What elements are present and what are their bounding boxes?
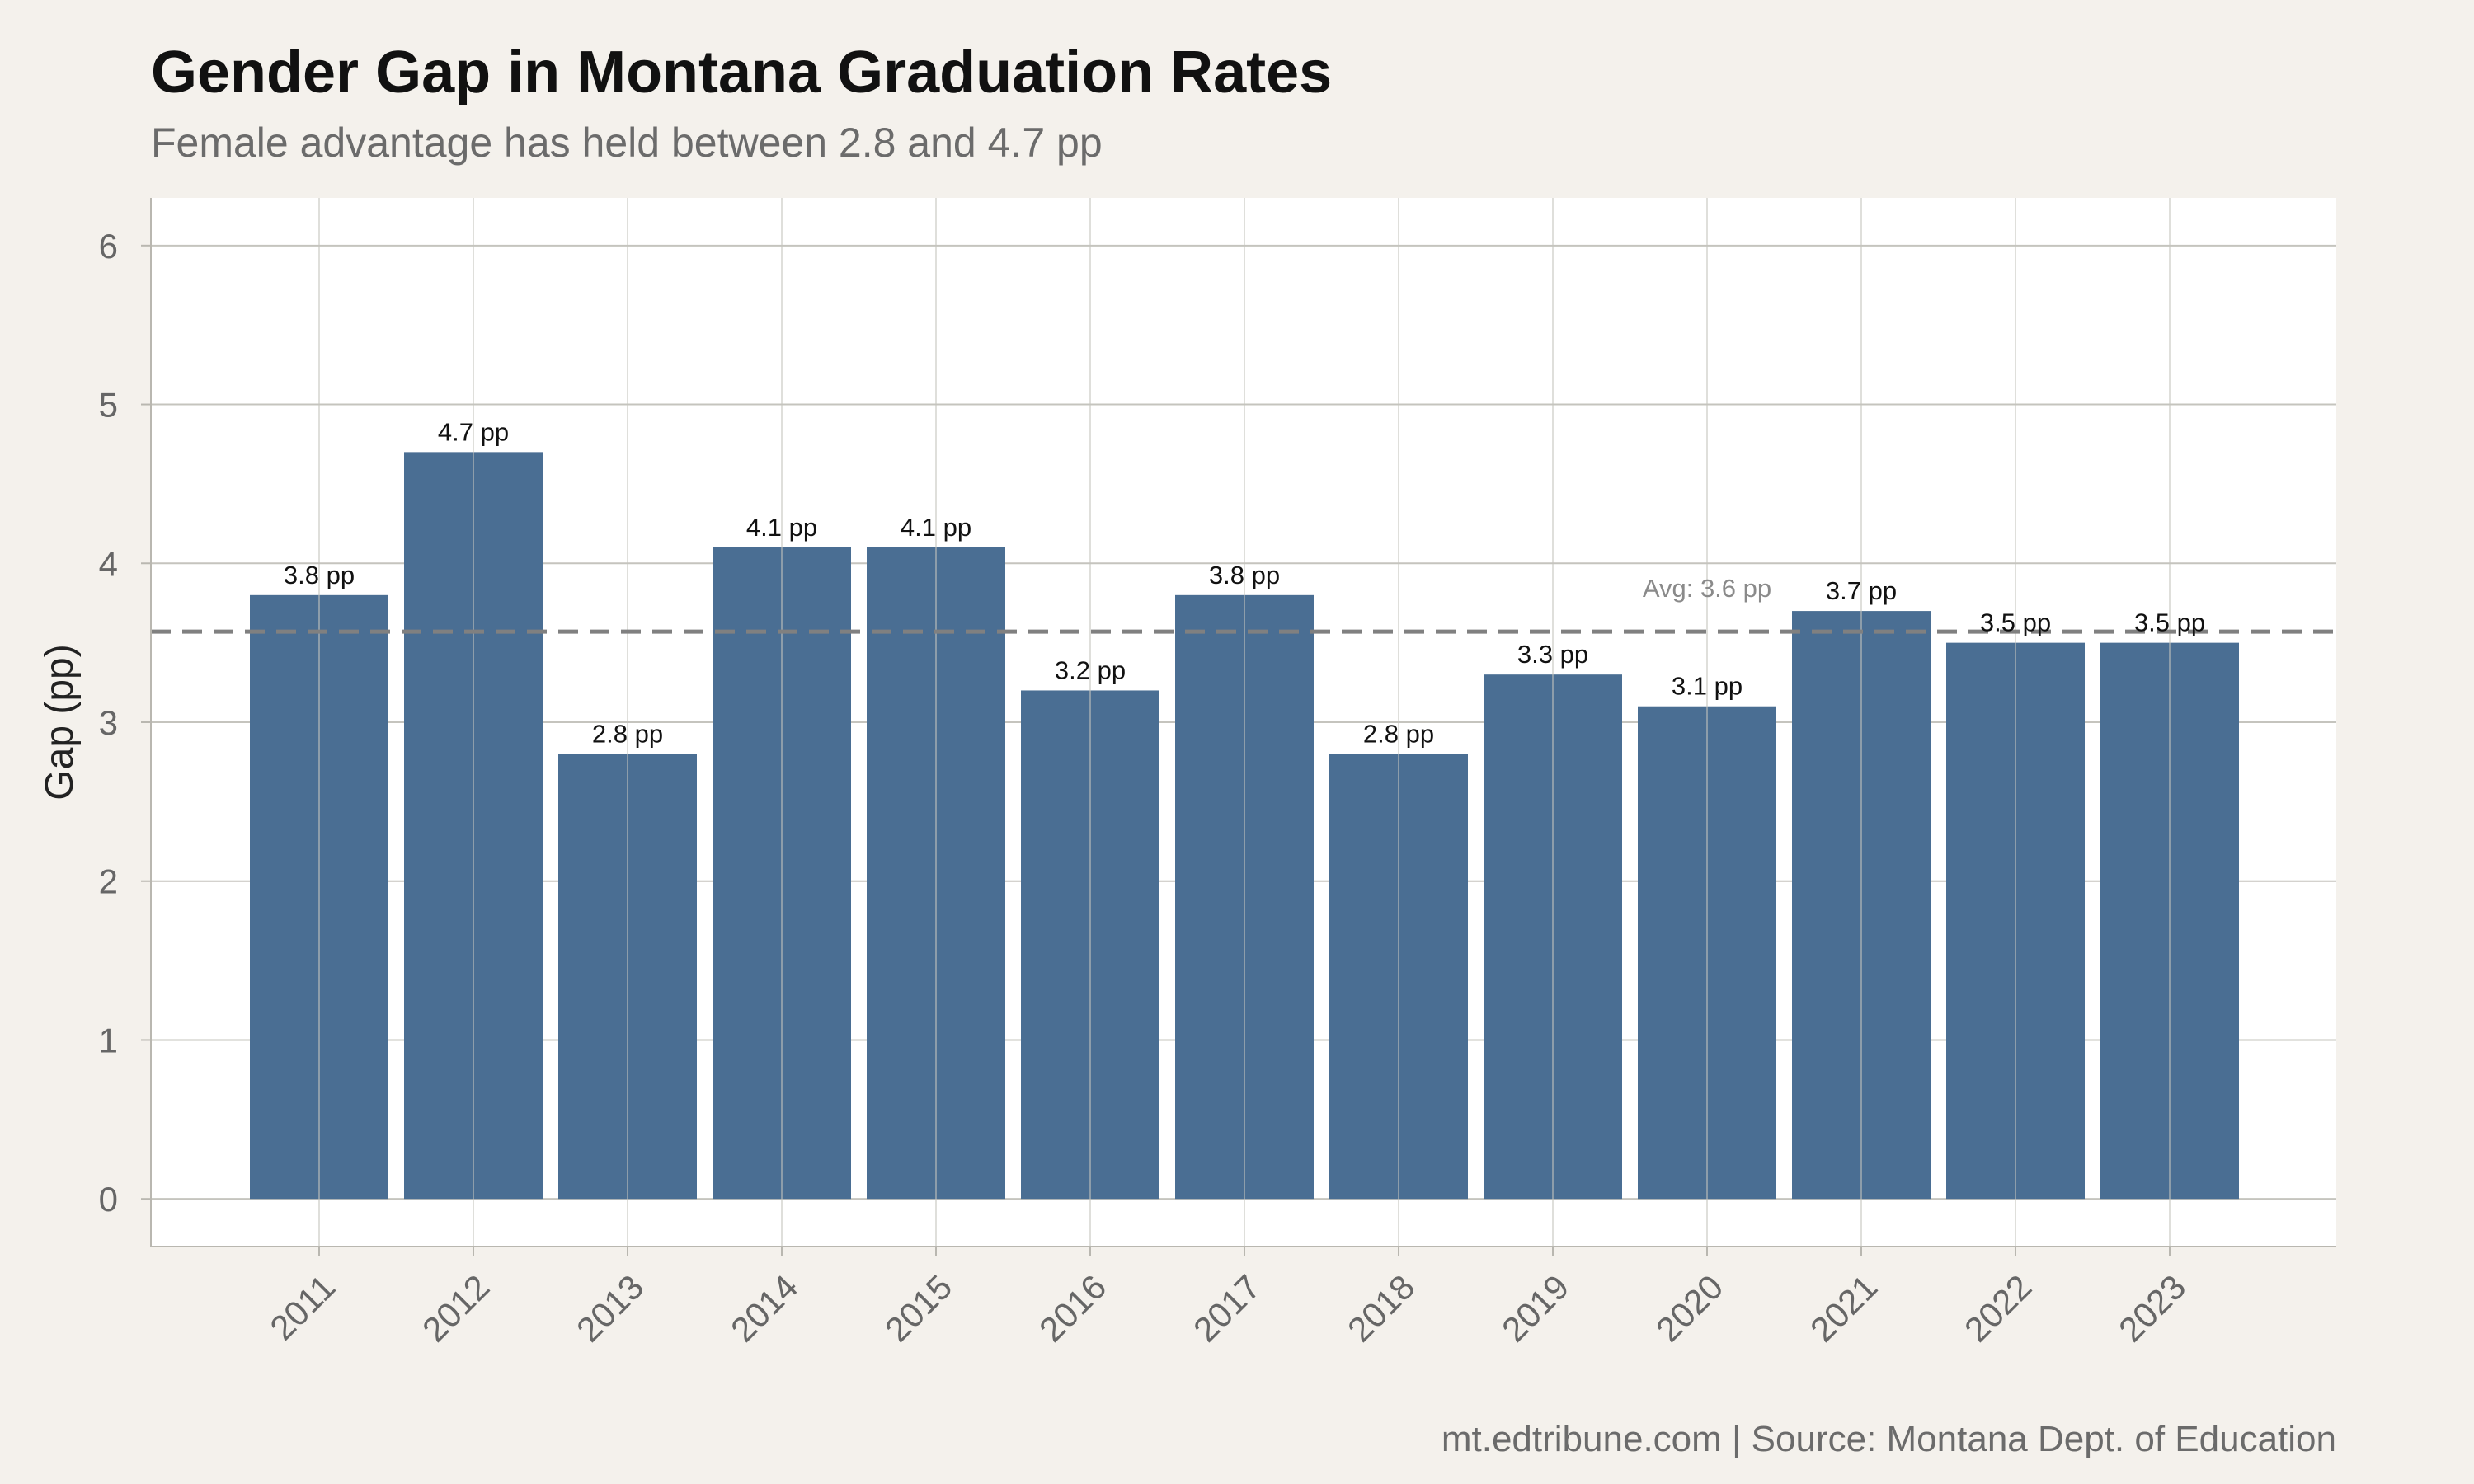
bar-value-label: 3.8 pp (284, 561, 355, 589)
y-axis-title: Gap (pp) (38, 644, 82, 800)
bar-value-label: 3.5 pp (1980, 608, 2051, 637)
bar-value-label: 3.3 pp (1517, 640, 1588, 669)
bar-value-label: 3.2 pp (1055, 655, 1126, 684)
bar-value-label: 3.8 pp (1209, 561, 1280, 589)
y-tick-label: 5 (99, 386, 118, 425)
bar-value-label: 2.8 pp (1363, 720, 1434, 749)
bar-value-label: 3.1 pp (1672, 672, 1743, 701)
source-caption: mt.edtribune.com | Source: Montana Dept.… (1442, 1419, 2336, 1459)
vertical-grid-lines (318, 198, 2171, 1247)
y-tick-label: 3 (99, 703, 118, 742)
y-tick-label: 4 (99, 544, 118, 583)
y-tick-label: 2 (99, 862, 118, 901)
bar-value-label: 3.7 pp (1826, 576, 1897, 605)
bar-value-labels: 3.8 pp 4.7 pp 2.8 pp 4.1 pp 4.1 pp 3.2 pp 3.8 … (284, 417, 2205, 748)
y-tick-label: 1 (99, 1021, 118, 1059)
chart-subtitle: Female advantage has held between 2.8 an… (151, 120, 1103, 166)
bar-value-label: 2.8 pp (592, 720, 663, 749)
bar-value-label: 3.5 pp (2134, 608, 2205, 637)
y-tick-label: 0 (99, 1180, 118, 1219)
bar-value-label: 4.1 pp (901, 513, 971, 542)
bar-value-label: 4.7 pp (438, 417, 509, 446)
y-tick-label: 6 (99, 227, 118, 265)
average-reference: Avg: 3.6 pp (151, 574, 2336, 634)
bar-value-label: 4.1 pp (746, 513, 817, 542)
average-label: Avg: 3.6 pp (1643, 574, 1771, 603)
chart-title: Gender Gap in Montana Graduation Rates (151, 40, 1332, 106)
